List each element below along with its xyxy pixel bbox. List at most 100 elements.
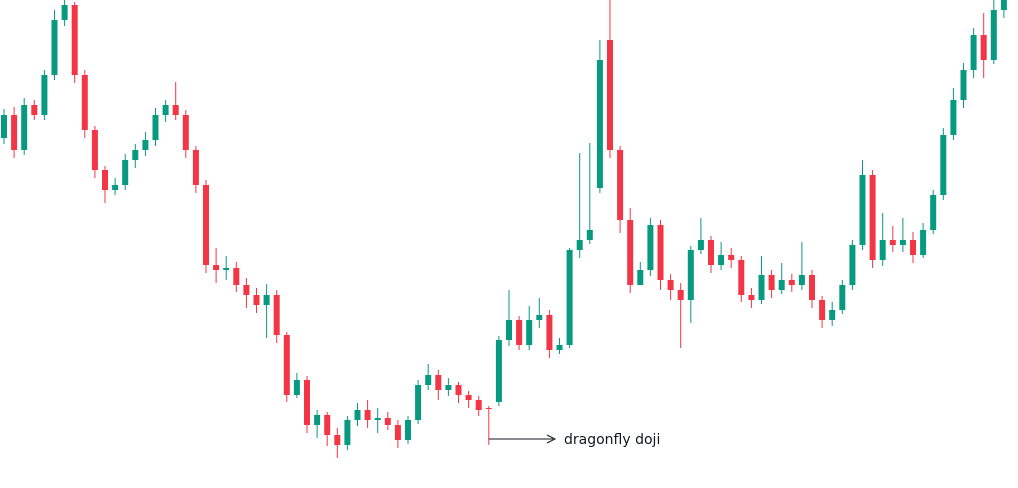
candle-body: [314, 415, 321, 425]
candle-body: [102, 170, 108, 190]
candle-body: [394, 425, 401, 440]
candle-body: [233, 268, 240, 285]
candle-body: [1000, 0, 1007, 10]
candle-body: [990, 10, 997, 60]
candle-body: [708, 240, 714, 265]
candle-body: [273, 295, 280, 335]
candle-body: [788, 280, 795, 285]
candle-body: [21, 105, 28, 150]
candle-body: [172, 105, 179, 115]
candle-body: [182, 115, 189, 150]
candle-body: [849, 245, 856, 285]
candle-body: [980, 35, 987, 60]
candle-body: [334, 435, 341, 445]
candle-body: [798, 275, 805, 285]
candle-body: [223, 268, 230, 270]
candle-body: [263, 295, 270, 305]
candle-body: [445, 385, 452, 390]
candle-body: [536, 315, 543, 320]
candle-body: [1, 115, 7, 138]
candle-body: [758, 275, 765, 300]
candle-body: [899, 240, 906, 245]
candle-body: [253, 295, 260, 305]
candle-body: [11, 115, 18, 150]
candle-body: [475, 400, 482, 410]
candle-body: [142, 140, 149, 150]
candle-body: [748, 295, 755, 300]
candle-body: [374, 418, 381, 420]
candle-body: [910, 240, 916, 255]
candle-body: [869, 175, 876, 260]
candle-body: [61, 5, 68, 20]
candle-body: [293, 380, 300, 395]
candle-body: [41, 75, 48, 115]
candle-body: [415, 385, 422, 420]
candle-body: [71, 5, 78, 75]
candle-body: [697, 240, 704, 250]
candle-body: [920, 230, 927, 255]
candle-body: [647, 225, 654, 270]
candle-body: [576, 240, 583, 250]
candle-body: [405, 420, 411, 440]
candle-body: [809, 275, 815, 300]
candle-body: [485, 408, 492, 409]
candle-body: [728, 255, 735, 260]
candle-body: [162, 105, 169, 115]
candle-body: [91, 130, 98, 170]
candle-body: [859, 175, 866, 245]
candle-body: [839, 285, 846, 310]
annotation-arrowhead: [546, 434, 557, 444]
candle-body: [667, 280, 674, 290]
candle-body: [465, 395, 472, 400]
candle-body: [566, 250, 573, 345]
candle-body: [192, 150, 199, 185]
candle-body: [960, 70, 967, 100]
candle-body: [940, 135, 947, 195]
candle-body: [213, 265, 220, 270]
candle-body: [637, 270, 644, 285]
candle-body: [203, 185, 209, 265]
candle-body: [657, 225, 664, 280]
candle-body: [354, 410, 361, 420]
candle-body: [617, 150, 624, 220]
candle-body: [81, 75, 88, 130]
candle-body: [344, 420, 351, 445]
candle-body: [324, 415, 331, 435]
candle-body: [879, 240, 886, 260]
candle-body: [738, 260, 745, 295]
candle-body: [526, 320, 533, 345]
candle-body: [132, 150, 139, 160]
candle-body: [122, 160, 129, 185]
candle-body: [819, 300, 826, 320]
candle-body: [607, 40, 613, 150]
candle-body: [970, 35, 977, 70]
candle-body: [556, 345, 563, 350]
candle-body: [243, 285, 250, 295]
candle-body: [506, 320, 512, 340]
candle-body: [435, 375, 442, 390]
candle-body: [51, 20, 58, 75]
candle-body: [304, 380, 310, 425]
candle-body: [718, 255, 725, 265]
candle-body: [829, 310, 836, 320]
candle-body: [384, 418, 391, 425]
candle-body: [677, 290, 684, 300]
candle-body: [950, 100, 957, 135]
candle-body: [112, 185, 119, 190]
candle-body: [283, 335, 290, 395]
candle-body: [687, 250, 694, 300]
candle-body: [546, 315, 553, 350]
candle-body: [516, 320, 523, 345]
candle-body: [778, 280, 785, 290]
candle-body: [930, 195, 937, 230]
annotation-text: dragonfly doji: [564, 432, 660, 448]
candle-body: [627, 220, 634, 285]
candle-body: [31, 105, 38, 115]
candle-body: [495, 340, 502, 402]
candle-body: [455, 385, 462, 395]
candle-body: [425, 375, 432, 385]
candle-body: [152, 115, 159, 140]
candle-body: [586, 230, 593, 240]
